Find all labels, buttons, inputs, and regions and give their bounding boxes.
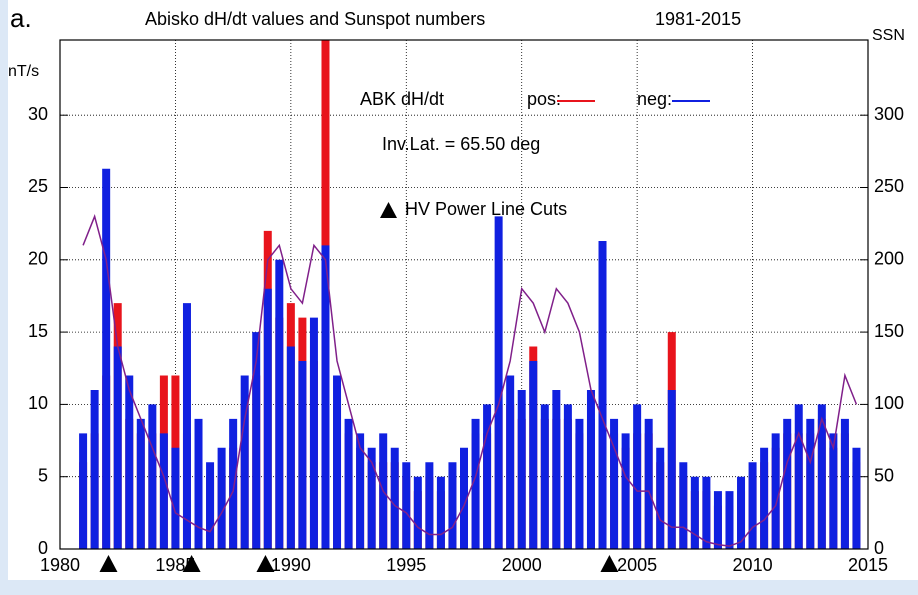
y2-tick-label: 50 (874, 465, 894, 485)
y-tick-label: 10 (28, 393, 48, 413)
y-tick-label: 5 (38, 465, 48, 485)
cut-marker (99, 555, 118, 572)
chart-subtitle: 1981-2015 (655, 9, 741, 29)
plot-area (79, 40, 861, 549)
ssn-line (82, 214, 858, 547)
plot-frame (59, 39, 869, 550)
x-tick-label: 1980 (40, 555, 80, 575)
y2-tick-label: 200 (874, 249, 904, 269)
panel-label: a. (10, 3, 32, 33)
cut-marker (600, 555, 619, 572)
x-tick-label: 2015 (848, 555, 888, 575)
y-tick-label: 0 (38, 538, 48, 558)
y-tick-label: 20 (28, 249, 48, 269)
legend-label: pos: (527, 89, 561, 109)
y-tick-label: 30 (28, 104, 48, 124)
x-tick-label: 2000 (502, 555, 542, 575)
legend-label: neg: (637, 89, 672, 109)
annotation: Inv.Lat. = 65.50 deg (382, 134, 540, 154)
markers-label: HV Power Line Cuts (405, 199, 567, 219)
y2-tick-label: 100 (874, 393, 904, 413)
y2-tick-label: 250 (874, 176, 904, 196)
cut-marker (256, 555, 275, 572)
cut-marker (182, 555, 201, 572)
y2-tick-label: 150 (874, 321, 904, 341)
chart-title: Abisko dH/dt values and Sunspot numbers (145, 9, 485, 29)
y2-axis-label: SSN (872, 27, 905, 44)
x-tick-label: 2010 (733, 555, 773, 575)
y-tick-label: 25 (28, 176, 48, 196)
x-tick-label: 1995 (386, 555, 426, 575)
y2-tick-label: 0 (874, 538, 884, 558)
x-tick-label: 1990 (271, 555, 311, 575)
y-axis-label: nT/s (8, 63, 39, 80)
y-tick-label: 15 (28, 321, 48, 341)
x-tick-label: 2005 (617, 555, 657, 575)
legend-marker (380, 202, 397, 218)
y2-tick-label: 300 (874, 104, 904, 124)
legend-title: ABK dH/dt (360, 89, 444, 109)
